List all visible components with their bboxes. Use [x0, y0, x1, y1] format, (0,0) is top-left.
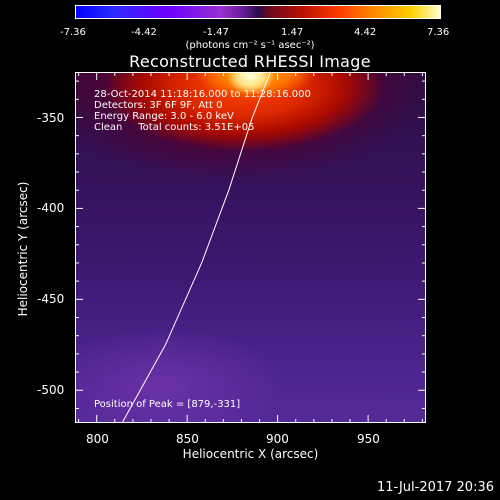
- plot-timestamp: 11-Jul-2017 20:36: [376, 480, 494, 495]
- info-energy-range: Energy Range: 3.0 - 6.0 keV: [94, 111, 234, 122]
- solar-limb-line: [121, 71, 271, 424]
- info-clean-counts: Clean Total counts: 3.51E+05: [94, 122, 255, 133]
- colorbar: [75, 5, 441, 19]
- x-axis-label: Heliocentric X (arcsec): [182, 447, 319, 461]
- x-tick-label: 900: [266, 432, 289, 446]
- x-tick-label: 800: [86, 432, 109, 446]
- info-peak-position: Position of Peak = [879,-331]: [94, 399, 241, 410]
- info-detectors: Detectors: 3F 6F 9F, Att 0: [94, 100, 223, 111]
- y-tick-label: -500: [37, 383, 65, 397]
- info-time-range: 28-Oct-2014 11:18:16.000 to 11:28:16.000: [94, 89, 311, 100]
- colorbar-units: (photons cm⁻² s⁻¹ asec⁻²): [185, 40, 315, 51]
- colorbar-tick: 1.47: [281, 27, 304, 38]
- colorbar-tick: 4.42: [354, 27, 377, 38]
- y-tick-label: -400: [37, 201, 65, 215]
- colorbar-tick: -4.42: [131, 27, 157, 38]
- y-tick-label: -450: [37, 292, 65, 306]
- x-tick-label: 950: [357, 432, 380, 446]
- colorbar-tick: 7.36: [427, 27, 450, 38]
- colorbar-tick: -7.36: [60, 27, 86, 38]
- y-tick-label: -350: [37, 111, 65, 125]
- x-tick-label: 850: [176, 432, 199, 446]
- image-plot-area: 28-Oct-2014 11:18:16.000 to 11:28:16.000…: [75, 72, 426, 423]
- plot-title: Reconstructed RHESSI Image: [129, 52, 371, 71]
- colorbar-tick: -1.47: [203, 27, 229, 38]
